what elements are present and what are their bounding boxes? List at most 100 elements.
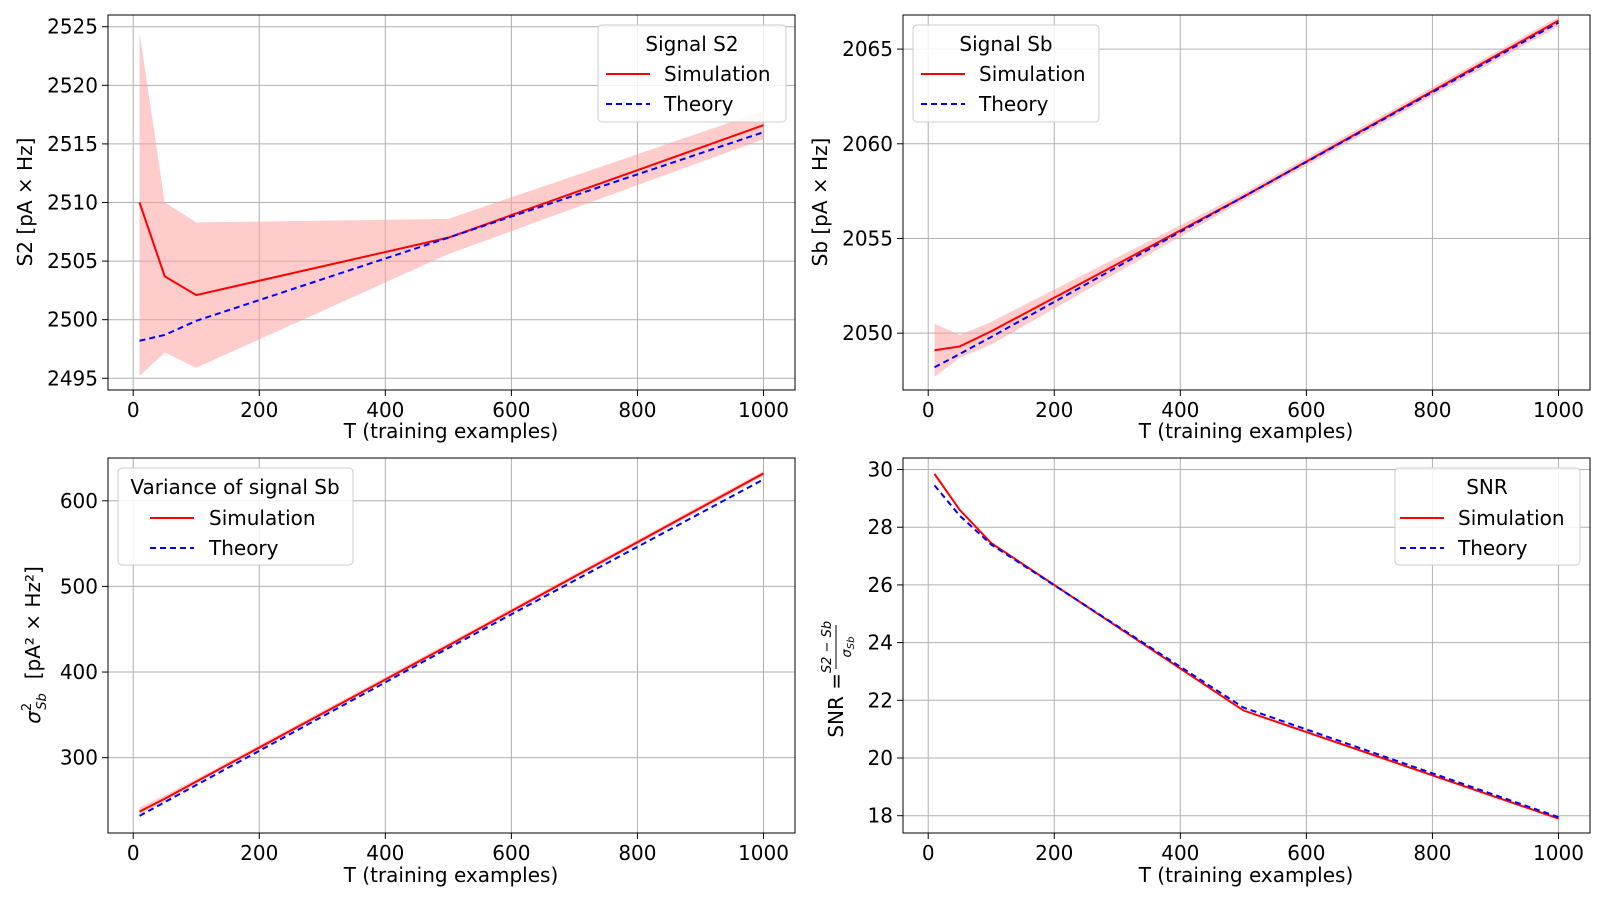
s2-legend-theory-label: Theory <box>663 92 734 116</box>
snr-ylabel-prefix: SNR = <box>824 673 848 738</box>
snr-ytick-label: 20 <box>868 746 893 770</box>
panel-var: 0 200 400 600 800 1000 300 400 500 600 T (traini… <box>20 457 796 887</box>
snr-ytick-label: 26 <box>868 573 893 597</box>
s2-legend: Signal S2 Simulation Theory <box>597 24 787 123</box>
s2-legend-sim-label: Simulation <box>664 62 771 86</box>
snr-xticks: 0 200 400 600 800 1000 <box>922 833 1584 865</box>
s2-xlabel: T (training examples) <box>343 419 559 443</box>
var-legend: Variance of signal Sb Simulation Theory <box>117 467 354 566</box>
snr-ylabel-den-sigma: σ <box>840 648 855 657</box>
s2-xtick-label: 200 <box>240 398 278 422</box>
var-xticks: 0 200 400 600 800 1000 <box>127 833 789 865</box>
snr-xlabel: T (training examples) <box>1138 863 1354 887</box>
var-ytick-label: 500 <box>60 574 98 598</box>
var-ylabel-sigma: σ <box>21 710 45 724</box>
panel-sb: 0 200 400 600 800 1000 2050 2055 2060 2065 T (tr… <box>808 14 1591 443</box>
snr-ytick-label: 28 <box>868 515 893 539</box>
sb-xlabel: T (training examples) <box>1138 419 1354 443</box>
panel-snr: 0 200 400 600 800 1000 18 20 22 24 26 28 30 T (trai… <box>820 457 1591 887</box>
snr-legend-title: SNR <box>1466 475 1508 499</box>
sb-grid <box>903 15 1590 390</box>
s2-series <box>138 124 764 342</box>
var-legend-sim-label: Simulation <box>209 506 316 530</box>
var-xtick-label: 1000 <box>738 841 789 865</box>
snr-series <box>933 473 1559 820</box>
s2-simulation-line <box>138 124 764 297</box>
s2-xtick-label: 600 <box>492 398 530 422</box>
snr-ytick-label: 22 <box>868 688 893 712</box>
sb-legend-theory-label: Theory <box>978 92 1049 116</box>
snr-xtick-label: 200 <box>1035 841 1073 865</box>
sb-xtick-label: 1000 <box>1533 398 1584 422</box>
snr-ylabel-denominator: σSb <box>840 637 857 658</box>
var-legend-title: Variance of signal Sb <box>130 475 339 499</box>
sb-legend-box <box>912 24 1100 123</box>
s2-ytick-label: 2515 <box>47 132 98 156</box>
s2-ytick-label: 2495 <box>47 366 98 390</box>
snr-xtick-label: 600 <box>1287 841 1325 865</box>
sb-xtick-label: 800 <box>1413 398 1451 422</box>
sb-xtick-label: 600 <box>1287 398 1325 422</box>
snr-ylabel-den-sub: Sb <box>846 637 857 650</box>
snr-axes-frame <box>902 457 1591 834</box>
s2-legend-box <box>597 24 787 123</box>
var-ytick-label: 300 <box>60 746 98 770</box>
var-xtick-label: 0 <box>127 841 140 865</box>
snr-xtick-label: 0 <box>922 841 935 865</box>
s2-yticks: 2495 2500 2505 2510 2515 2520 2525 <box>47 15 108 390</box>
var-ylabel-sup: 2 <box>20 703 35 711</box>
s2-ytick-label: 2520 <box>47 73 98 97</box>
var-xtick-label: 600 <box>492 841 530 865</box>
var-yticks: 300 400 500 600 <box>60 489 108 770</box>
var-ylabel-unit: [pA² × Hz²] <box>21 566 45 679</box>
s2-simulation-band <box>139 32 764 376</box>
var-theory-line <box>139 478 764 817</box>
var-axes-frame <box>107 457 796 834</box>
snr-ytick-label: 24 <box>868 631 893 655</box>
var-ylabel-sub: Sb <box>35 693 50 710</box>
sb-xticks: 0 200 400 600 800 1000 <box>922 390 1584 422</box>
snr-legend-box <box>1394 467 1581 566</box>
s2-ytick-label: 2510 <box>47 191 98 215</box>
var-ytick-label: 400 <box>60 660 98 684</box>
s2-xtick-label: 1000 <box>738 398 789 422</box>
snr-legend-sim-label: Simulation <box>1458 506 1565 530</box>
sb-ytick-label: 2065 <box>842 37 893 61</box>
snr-xtick-label: 800 <box>1413 841 1451 865</box>
var-legend-box <box>117 467 354 566</box>
s2-xtick-label: 800 <box>618 398 656 422</box>
snr-simulation-line <box>933 473 1559 820</box>
sb-xtick-label: 0 <box>922 398 935 422</box>
var-xtick-label: 200 <box>240 841 278 865</box>
var-xtick-label: 800 <box>618 841 656 865</box>
var-ylabel: σ2Sb [pA² × Hz²] <box>20 566 50 724</box>
s2-ylabel: S2 [pA × Hz] <box>13 138 37 267</box>
sb-theory-line <box>934 21 1559 369</box>
sb-legend-sim-label: Simulation <box>979 62 1086 86</box>
sb-ylabel: Sb [pA × Hz] <box>808 138 832 267</box>
s2-theory-line <box>139 131 764 342</box>
snr-xtick-label: 400 <box>1161 841 1199 865</box>
sb-xtick-label: 200 <box>1035 398 1073 422</box>
sb-xtick-label: 400 <box>1161 398 1199 422</box>
var-legend-theory-label: Theory <box>208 536 279 560</box>
snr-legend-theory-label: Theory <box>1457 536 1528 560</box>
snr-ylabel-numerator: S2 − Sb <box>820 621 835 673</box>
snr-ylabel: SNR = S2 − Sb σSb <box>820 621 857 738</box>
s2-ytick-label: 2525 <box>47 15 98 39</box>
s2-xtick-label: 400 <box>366 398 404 422</box>
s2-xtick-label: 0 <box>127 398 140 422</box>
s2-legend-title: Signal S2 <box>645 32 738 56</box>
s2-xticks: 0 200 400 600 800 1000 <box>127 390 789 422</box>
sb-ytick-label: 2055 <box>842 226 893 250</box>
snr-ytick-label: 18 <box>868 804 893 828</box>
snr-yticks: 18 20 22 24 26 28 30 <box>868 458 903 828</box>
s2-ytick-label: 2505 <box>47 249 98 273</box>
var-xtick-label: 400 <box>366 841 404 865</box>
snr-grid <box>903 458 1590 833</box>
snr-legend: SNR Simulation Theory <box>1394 467 1581 566</box>
sb-ytick-label: 2050 <box>842 321 893 345</box>
sb-yticks: 2050 2055 2060 2065 <box>842 37 903 345</box>
var-simulation-line <box>139 472 764 813</box>
